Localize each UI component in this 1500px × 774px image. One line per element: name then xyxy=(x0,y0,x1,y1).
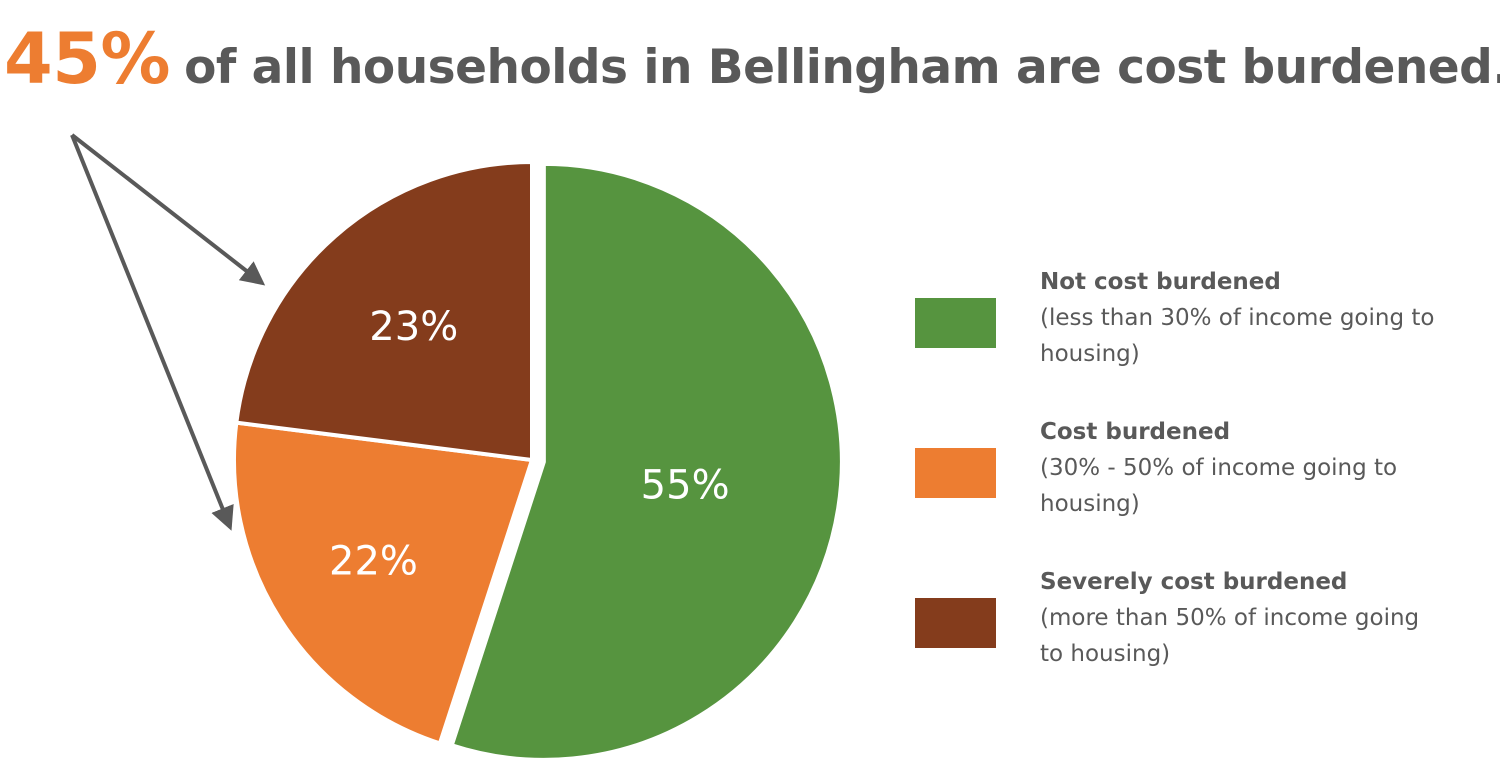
pie-slice-not-cost-burdened xyxy=(449,161,844,762)
legend-title: Cost burdened xyxy=(1040,419,1231,445)
pie-slices xyxy=(232,160,844,762)
arrow-to-severely-cost-burdened xyxy=(70,133,266,286)
headline-text: of all households in Bellingham are cost… xyxy=(184,40,1500,95)
legend-item-not-cost-burdened: Not cost burdened (less than 30% of inco… xyxy=(1040,264,1440,372)
legend-title: Severely cost burdened xyxy=(1040,569,1348,595)
slice-label-not-cost-burdened: 55% xyxy=(641,462,730,508)
legend-swatch-severely-cost-burdened xyxy=(915,598,996,648)
legend-item-severely-cost-burdened: Severely cost burdened (more than 50% of… xyxy=(1040,564,1440,672)
annotation-arrows xyxy=(70,133,266,531)
headline: 45% of all households in Bellingham are c… xyxy=(4,18,1500,100)
legend-swatch-not-cost-burdened xyxy=(915,298,996,348)
legend-swatch-cost-burdened xyxy=(915,448,996,498)
legend-description: (more than 50% of income going to housin… xyxy=(1040,605,1420,667)
legend-description: (30% - 50% of income going to housing) xyxy=(1040,455,1398,517)
pie-slice-cost-burdened xyxy=(232,420,534,746)
slice-label-severely-cost-burdened: 23% xyxy=(369,304,458,350)
legend-title: Not cost burdened xyxy=(1040,269,1281,295)
legend-description: (less than 30% of income going to housin… xyxy=(1040,305,1435,367)
pie-slice-severely-cost-burdened xyxy=(234,160,534,462)
legend-item-cost-burdened: Cost burdened (30% - 50% of income going… xyxy=(1040,414,1440,522)
slice-label-cost-burdened: 22% xyxy=(329,539,418,585)
pie-slice-labels: 55% 22% 23% xyxy=(329,304,730,585)
arrow-to-cost-burdened xyxy=(70,134,234,531)
headline-percent: 45% xyxy=(4,18,171,100)
